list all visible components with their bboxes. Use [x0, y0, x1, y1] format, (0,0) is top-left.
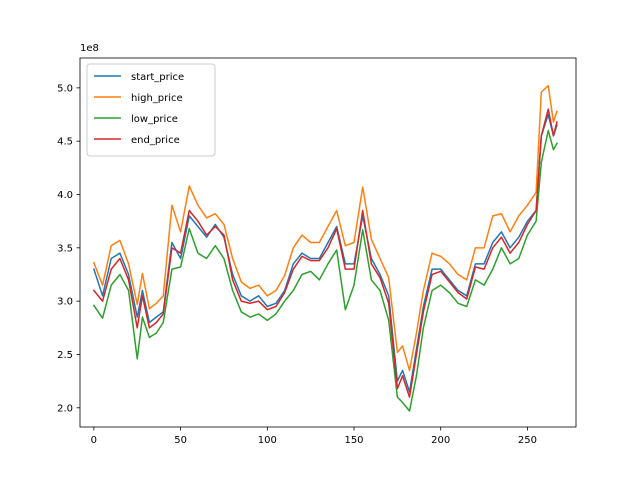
- y-tick-label: 5.0: [57, 83, 73, 94]
- x-tick-label: 200: [431, 435, 450, 446]
- legend-label-high-price: high_price: [131, 93, 183, 104]
- series-line-high-price: [92, 84, 558, 372]
- x-tick-label: 50: [174, 435, 187, 446]
- y-axis-offset-label: 1e8: [80, 43, 99, 54]
- series-line-low-price: [92, 129, 558, 412]
- series-lines: [92, 84, 558, 412]
- plot-area: [79, 57, 577, 428]
- y-axis: 2.0 2.5 3.0 3.5 4.0 4.5 5.0: [57, 83, 80, 414]
- legend-label-low-price: low_price: [131, 114, 178, 125]
- x-tick-label: 0: [91, 435, 97, 446]
- series-line-end-price: [92, 108, 558, 398]
- legend-box: [86, 63, 216, 157]
- x-tick-label: 100: [258, 435, 277, 446]
- y-tick-label: 4.5: [57, 137, 73, 148]
- legend: start_price high_price low_price end_price: [86, 63, 216, 157]
- legend-label-start-price: start_price: [131, 72, 184, 83]
- x-tick-label: 250: [518, 435, 537, 446]
- axes-frame: [79, 57, 577, 428]
- y-tick-label: 4.0: [57, 190, 73, 201]
- x-axis: 0 50 100 150 200 250: [91, 427, 537, 446]
- y-tick-label: 3.5: [57, 243, 73, 254]
- legend-label-end-price: end_price: [131, 135, 180, 146]
- y-tick-label: 3.0: [57, 297, 73, 308]
- y-tick-label: 2.0: [57, 403, 73, 414]
- x-tick-label: 150: [344, 435, 363, 446]
- y-tick-label: 2.5: [57, 350, 73, 361]
